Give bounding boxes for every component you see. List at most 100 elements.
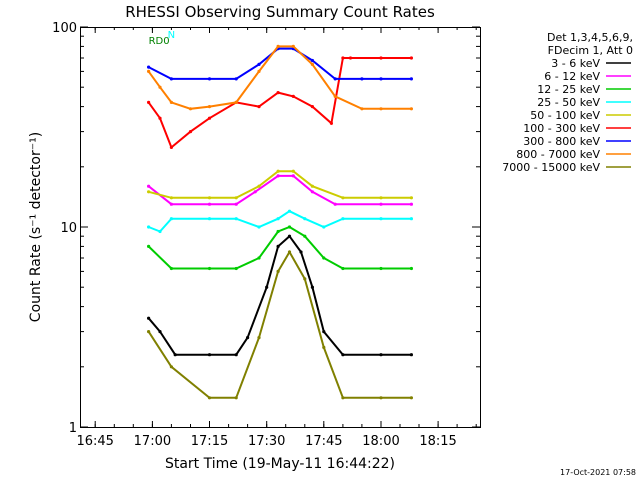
data-point [207, 396, 212, 400]
x-axis-label: Start Time (19-May-11 16:44:22) [165, 456, 395, 472]
data-point [257, 336, 261, 340]
data-point [169, 266, 173, 271]
data-point [276, 169, 280, 173]
data-point [169, 145, 173, 149]
x-tick-label-5: 18:00 [362, 434, 399, 449]
data-point [379, 77, 383, 81]
data-point [322, 345, 326, 349]
annotation-1: N [168, 30, 175, 41]
data-point [409, 196, 413, 200]
data-point [169, 77, 173, 81]
x-tick-label-3: 17:30 [248, 434, 285, 449]
data-point [409, 56, 413, 60]
data-point [265, 285, 269, 289]
legend-header-0: Det 1,3,4,5,6,9, [547, 31, 633, 44]
data-point [291, 174, 295, 178]
data-point [287, 234, 292, 238]
y-tick-label-2: 100 [52, 21, 77, 36]
data-point [188, 130, 193, 134]
data-point [341, 353, 345, 357]
data-point [333, 94, 337, 98]
data-point [257, 69, 261, 73]
x-tick-label-4: 17:45 [305, 434, 342, 449]
data-point [341, 396, 345, 400]
data-point [379, 353, 383, 357]
data-point [207, 77, 212, 81]
data-point [348, 56, 353, 60]
data-point [257, 62, 261, 66]
data-point [409, 202, 413, 206]
legend-label-1: 6 - 12 keV [544, 70, 600, 83]
data-point [234, 266, 238, 271]
data-point [234, 396, 238, 400]
data-point [291, 169, 295, 173]
data-point [158, 85, 162, 89]
data-point [303, 217, 307, 221]
data-point [253, 190, 257, 194]
x-tick-label-1: 17:00 [134, 434, 171, 449]
data-point [276, 174, 280, 178]
legend-header-1: FDecim 1, Att 0 [548, 44, 633, 57]
data-point [276, 229, 280, 234]
data-point [257, 225, 261, 229]
data-point [276, 269, 280, 273]
data-point [234, 77, 238, 81]
data-point [188, 107, 193, 111]
data-point [207, 105, 212, 109]
data-point [234, 217, 238, 221]
chart-title: RHESSI Observing Summary Count Rates [125, 3, 435, 21]
data-point [234, 202, 238, 206]
data-point [379, 202, 383, 206]
data-point [173, 353, 177, 357]
data-point [276, 91, 280, 95]
legend-label-3: 25 - 50 keV [537, 96, 600, 109]
data-point [291, 94, 295, 98]
data-point [287, 225, 292, 229]
data-point [299, 250, 303, 254]
series-line-2 [147, 225, 412, 270]
data-point [322, 225, 326, 229]
data-point [234, 100, 238, 104]
data-point [147, 184, 151, 188]
data-point [409, 77, 413, 81]
series-line-6 [148, 47, 412, 80]
data-point [158, 330, 162, 334]
data-point [379, 196, 383, 200]
data-point [147, 65, 151, 69]
data-point [147, 244, 151, 248]
legend-label-7: 800 - 7000 keV [516, 148, 600, 161]
y-axis-label: Count Rate (s⁻¹ detector⁻¹) [28, 132, 44, 322]
data-point [257, 184, 261, 188]
data-point [207, 266, 212, 271]
data-point [310, 62, 314, 66]
data-point [409, 266, 413, 271]
data-point [147, 100, 151, 104]
data-point [379, 56, 383, 60]
data-point [147, 190, 151, 194]
data-point [329, 121, 333, 125]
data-point [276, 244, 280, 248]
data-point [147, 316, 151, 320]
plot-frame [80, 27, 481, 428]
data-point [276, 44, 280, 49]
data-point [246, 336, 250, 340]
legend-label-0: 3 - 6 keV [551, 57, 600, 70]
data-point [147, 69, 151, 73]
data-point [322, 330, 326, 334]
data-point [379, 107, 383, 111]
series-line-0 [147, 234, 412, 356]
legend-label-5: 100 - 300 keV [523, 122, 600, 135]
data-point [409, 107, 413, 111]
legend-label-4: 50 - 100 keV [530, 109, 600, 122]
y-tick-label-1: 10 [60, 221, 77, 236]
data-point [310, 105, 314, 109]
data-point [360, 77, 364, 81]
annotation-0: RD0 [149, 36, 170, 47]
data-point [158, 229, 162, 234]
data-point [207, 217, 212, 221]
data-point [341, 217, 345, 221]
data-point [360, 107, 364, 111]
y-tick-label-0: 1 [69, 421, 77, 436]
